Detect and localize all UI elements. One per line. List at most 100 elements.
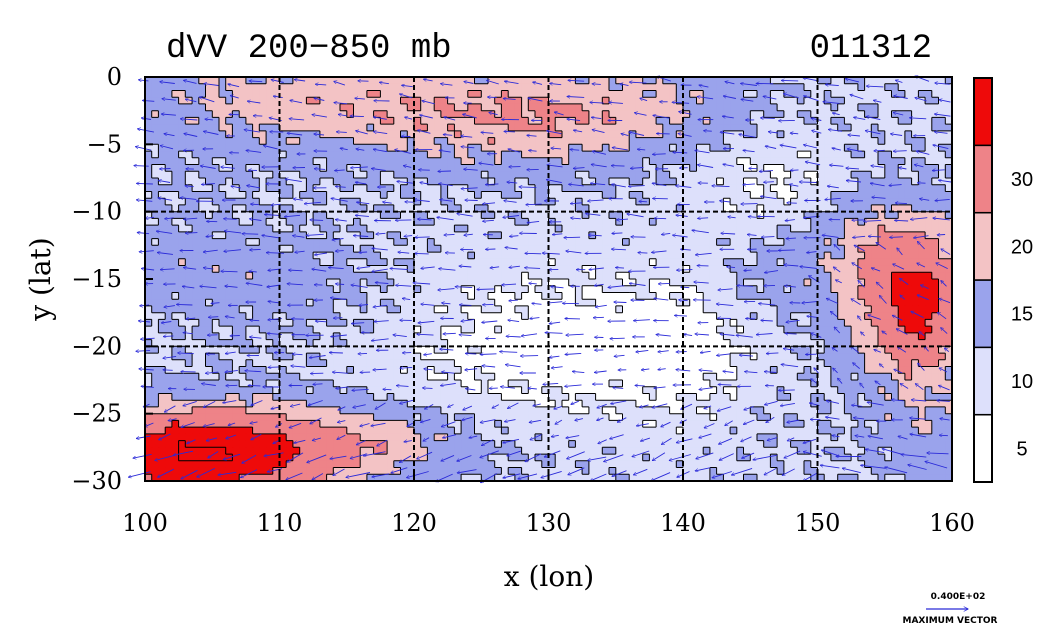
heatmap-cell	[252, 90, 260, 98]
heatmap-cell	[387, 312, 395, 320]
heatmap-cell	[770, 77, 778, 85]
heatmap-cell	[286, 299, 294, 307]
heatmap-cell	[326, 184, 334, 193]
heatmap-cell	[884, 117, 893, 125]
heatmap-cell	[568, 151, 576, 159]
heatmap-cell	[918, 110, 926, 118]
heatmap-cell	[434, 326, 442, 334]
heatmap-cell	[696, 191, 704, 199]
heatmap-cell	[703, 225, 711, 233]
heatmap-cell	[783, 285, 792, 294]
heatmap-cell	[804, 245, 812, 253]
heatmap-cell	[649, 272, 657, 280]
heatmap-cell	[730, 231, 738, 240]
heatmap-cell	[622, 218, 630, 226]
heatmap-cell	[346, 90, 355, 98]
heatmap-cell	[158, 272, 166, 280]
heatmap-cell	[508, 110, 516, 118]
heatmap-cell	[259, 218, 267, 226]
heatmap-cell	[474, 130, 482, 139]
heatmap-cell	[252, 117, 260, 125]
heatmap-cell	[286, 171, 294, 179]
heatmap-cell	[158, 144, 166, 152]
heatmap-cell	[609, 326, 617, 334]
heatmap-cell	[427, 312, 435, 320]
heatmap-cell	[205, 299, 213, 307]
heatmap-cell	[602, 124, 610, 132]
heatmap-cell	[447, 326, 455, 334]
heatmap-cell	[797, 164, 805, 172]
heatmap-cell	[232, 157, 240, 166]
heatmap-cell	[656, 299, 664, 307]
heatmap-cell	[629, 326, 637, 334]
heatmap-cell	[817, 265, 825, 273]
heatmap-cell	[629, 130, 637, 139]
heatmap-cell	[481, 265, 489, 273]
heatmap-cell	[535, 339, 543, 347]
heatmap-cell	[481, 184, 489, 193]
heatmap-cell	[158, 231, 166, 240]
heatmap-cell	[292, 218, 301, 226]
heatmap-cell	[602, 279, 610, 287]
heatmap-cell	[555, 191, 563, 199]
heatmap-cell	[763, 305, 772, 314]
heatmap-cell	[756, 245, 765, 253]
heatmap-cell	[245, 272, 254, 280]
heatmap-cell	[427, 299, 435, 307]
heatmap-cell	[736, 238, 745, 246]
heatmap-cell	[232, 164, 240, 172]
heatmap-cell	[743, 191, 751, 199]
heatmap-cell	[232, 245, 240, 253]
heatmap-cell	[387, 238, 395, 246]
heatmap-cell	[299, 312, 307, 320]
heatmap-cell	[622, 285, 630, 294]
heatmap-cell	[158, 332, 166, 341]
heatmap-cell	[555, 252, 563, 260]
heatmap-cell	[898, 305, 906, 314]
heatmap-cell	[380, 353, 388, 361]
heatmap-cell	[306, 178, 314, 186]
heatmap-cell	[393, 77, 402, 85]
heatmap-cell	[171, 157, 180, 166]
heatmap-cell	[804, 238, 812, 246]
heatmap-cell	[709, 218, 718, 226]
heatmap-cell	[481, 279, 489, 287]
heatmap-cell	[198, 265, 207, 273]
heatmap-cell	[555, 198, 563, 206]
heatmap-cell	[360, 164, 368, 172]
heatmap-cell	[326, 225, 334, 233]
heatmap-cell	[884, 198, 893, 206]
heatmap-cell	[494, 164, 503, 172]
heatmap-cell	[884, 299, 893, 307]
heatmap-cell	[696, 184, 704, 193]
heatmap-cell	[709, 252, 718, 260]
heatmap-cell	[252, 231, 260, 240]
heatmap-cell	[333, 245, 341, 253]
heatmap-cell	[629, 346, 637, 354]
heatmap-cell	[716, 272, 724, 280]
heatmap-cell	[817, 319, 825, 327]
heatmap-cell	[165, 90, 173, 98]
heatmap-cell	[817, 198, 825, 206]
heatmap-cell	[501, 272, 509, 280]
heatmap-cell	[824, 137, 832, 145]
heatmap-cell	[662, 231, 671, 240]
heatmap-cell	[393, 130, 402, 139]
heatmap-cell	[790, 151, 798, 159]
heatmap-cell	[622, 319, 630, 327]
heatmap-cell	[824, 130, 832, 139]
heatmap-cell	[292, 319, 301, 327]
heatmap-cell	[609, 225, 617, 233]
heatmap-cell	[306, 83, 314, 92]
heatmap-cell	[306, 258, 314, 267]
heatmap-cell	[333, 211, 341, 219]
heatmap-cell	[454, 231, 462, 240]
heatmap-cell	[783, 204, 792, 213]
heatmap-cell	[326, 130, 334, 139]
heatmap-cell	[454, 312, 462, 320]
heatmap-cell	[360, 312, 368, 320]
heatmap-cell	[360, 157, 368, 166]
heatmap-cell	[541, 326, 550, 334]
heatmap-cell	[151, 305, 160, 314]
heatmap-cell	[810, 245, 819, 253]
